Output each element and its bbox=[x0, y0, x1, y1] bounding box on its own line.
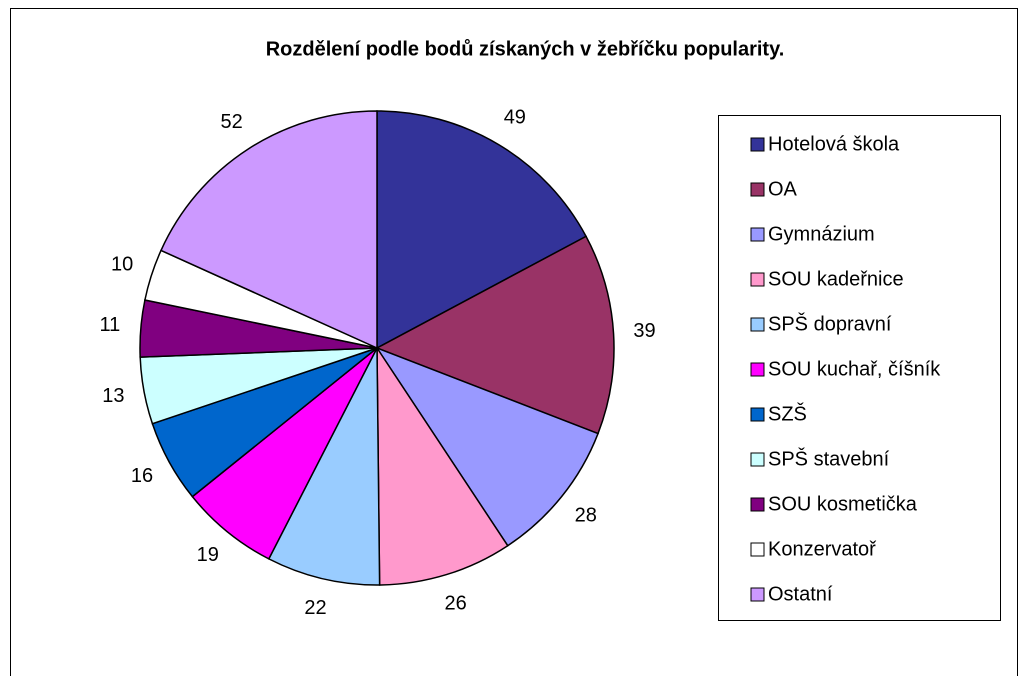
legend-swatch bbox=[750, 407, 765, 422]
legend-label: OA bbox=[768, 178, 798, 200]
data-label: 28 bbox=[575, 504, 597, 526]
chart-frame bbox=[10, 8, 1018, 676]
pie-slice bbox=[160, 110, 378, 350]
data-label: 26 bbox=[444, 592, 466, 614]
legend-label: SPŠ stavební bbox=[768, 447, 890, 470]
data-label: 11 bbox=[100, 314, 121, 336]
legend-swatch bbox=[750, 137, 765, 152]
data-label: 22 bbox=[304, 597, 326, 619]
pie-slice bbox=[375, 346, 599, 547]
legend-box bbox=[718, 115, 1001, 621]
data-label: 13 bbox=[102, 385, 124, 407]
legend-label: SPŠ dopravní bbox=[768, 312, 892, 335]
pie-slice bbox=[376, 110, 588, 350]
data-label: 39 bbox=[633, 320, 655, 342]
legend-swatch bbox=[750, 272, 765, 287]
legend-swatch bbox=[750, 542, 765, 557]
legend-label: SOU kuchař, číšník bbox=[768, 358, 941, 380]
pie-slice bbox=[376, 345, 509, 586]
legend-label: Gymnázium bbox=[768, 223, 875, 245]
legend-label: Hotelová škola bbox=[768, 133, 900, 155]
data-label: 52 bbox=[221, 111, 243, 133]
legend-label: SZŠ bbox=[768, 402, 807, 425]
legend-swatch bbox=[750, 227, 765, 242]
legend-label: Ostatní bbox=[768, 583, 833, 605]
legend-swatch bbox=[750, 182, 765, 197]
pie-slice bbox=[375, 235, 615, 435]
legend-label: SOU kosmetička bbox=[768, 493, 918, 515]
pie-slice bbox=[267, 347, 381, 586]
legend-swatch bbox=[750, 362, 765, 377]
legend-swatch bbox=[750, 587, 765, 602]
data-label: 19 bbox=[197, 544, 219, 566]
legend-swatch bbox=[750, 497, 765, 512]
legend-swatch bbox=[750, 452, 765, 467]
legend-label: SOU kadeřnice bbox=[768, 268, 904, 290]
legend-label: Konzervatoř bbox=[768, 538, 877, 560]
chart-title: Rozdělení podle bodů získaných v žebříčk… bbox=[266, 38, 785, 60]
data-label: 49 bbox=[504, 106, 526, 128]
data-label: 16 bbox=[131, 465, 153, 487]
data-label: 10 bbox=[111, 253, 133, 275]
legend-swatch bbox=[750, 317, 765, 332]
